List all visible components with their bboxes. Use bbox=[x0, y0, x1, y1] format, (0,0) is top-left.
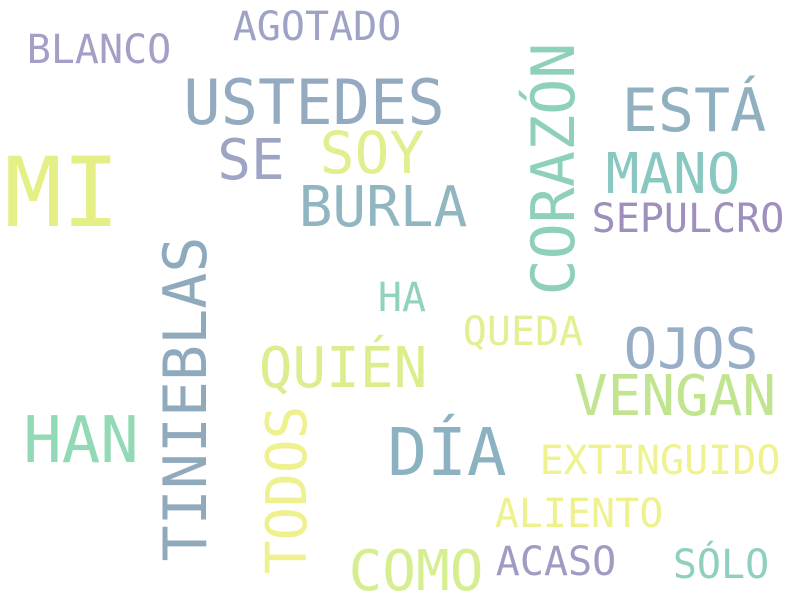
word-corazon: CORAZÓN bbox=[519, 42, 589, 296]
word-queda: QUEDA bbox=[462, 309, 584, 355]
word-como: COMO bbox=[348, 539, 484, 600]
word-blanco: BLANCO bbox=[26, 27, 172, 73]
word-esta: ESTÁ bbox=[621, 76, 767, 146]
word-quien: QUIÉN bbox=[258, 336, 428, 401]
word-soy: SOY bbox=[319, 119, 425, 187]
word-sepulcro: SEPULCRO bbox=[591, 196, 785, 242]
word-ha: HA bbox=[377, 275, 427, 321]
word-ustedes: USTEDES bbox=[183, 66, 445, 139]
word-han: HAN bbox=[23, 404, 139, 478]
word-se: SE bbox=[217, 128, 285, 193]
word-solo: SÓLO bbox=[672, 542, 770, 588]
word-mi: MI bbox=[4, 137, 120, 249]
word-dia: DÍA bbox=[387, 414, 507, 491]
word-vengan: VENGAN bbox=[573, 364, 777, 429]
word-todos: TODOS bbox=[255, 405, 320, 575]
word-agotado: AGOTADO bbox=[232, 4, 402, 50]
word-aliento: ALIENTO bbox=[494, 491, 664, 537]
word-extinguido: EXTINGUIDO bbox=[539, 438, 781, 484]
word-tinieblas: TINIEBLAS bbox=[151, 236, 221, 562]
word-mano: MANO bbox=[605, 142, 741, 207]
word-burla: BURLA bbox=[298, 175, 468, 240]
word-ojos: OJOS bbox=[623, 317, 759, 382]
word-acaso: ACASO bbox=[495, 539, 617, 585]
